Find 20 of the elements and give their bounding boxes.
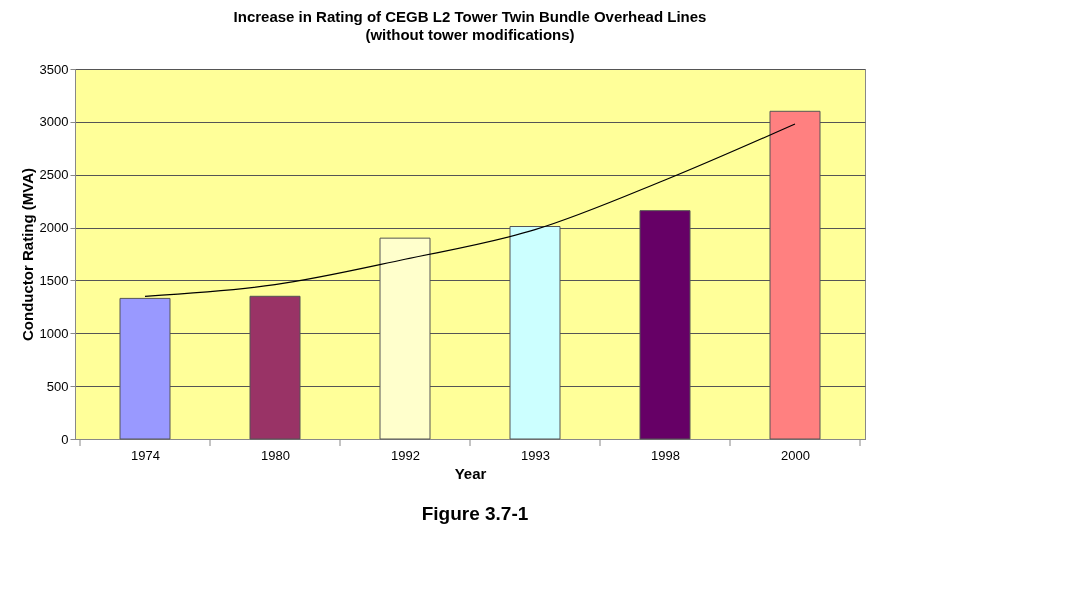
y-tick-label: 1500 [39, 272, 69, 288]
y-tick-label: 1000 [39, 325, 69, 341]
y-tick-label: 2500 [39, 167, 69, 183]
x-tick-label: 1974 [131, 447, 160, 463]
line-series [144, 123, 796, 297]
x-tick-label: 1992 [391, 447, 420, 463]
x-tick-label: 2000 [781, 447, 810, 463]
x-tick-label: 1998 [651, 447, 680, 463]
x-tick-label: 1993 [521, 447, 550, 463]
x-axis-title: Year [454, 464, 487, 482]
x-tick-label: 1980 [261, 447, 290, 463]
chart-title: Increase in Rating of CEGB L2 Tower Twin Bundle Overhead Lines [233, 8, 707, 25]
y-tick-label: 2000 [39, 220, 69, 236]
y-tick-label: 3000 [39, 114, 69, 130]
y-axis-title: Conductor Rating (MVA) [18, 167, 36, 342]
y-tick-label: 500 [46, 378, 69, 394]
caption: Figure 3.7-1 [421, 503, 529, 524]
chart-subtitle: (without tower modifications) [365, 26, 575, 43]
y-tick-label: 3500 [39, 61, 69, 77]
y-tick-label: 0 [61, 431, 69, 447]
